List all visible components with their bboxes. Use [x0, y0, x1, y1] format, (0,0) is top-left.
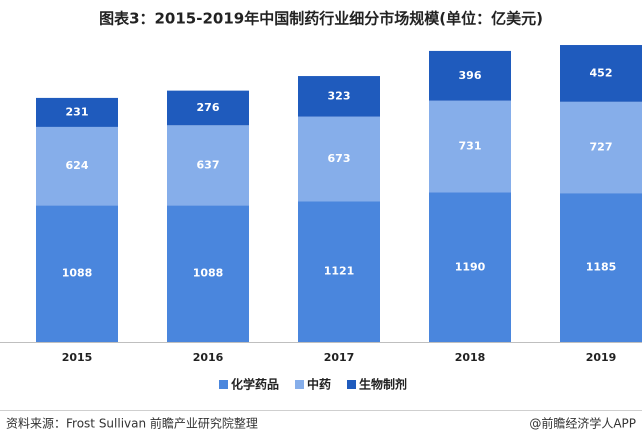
value-label: 1190	[455, 260, 486, 273]
bar-segment	[167, 205, 249, 342]
bar-segment	[429, 192, 511, 342]
bar-segment	[167, 125, 249, 206]
legend-swatch	[219, 380, 228, 389]
bar-segment	[36, 97, 118, 127]
bar-segment	[36, 205, 118, 342]
bar-segment	[429, 100, 511, 193]
bar-segment	[36, 126, 118, 206]
value-label: 1185	[586, 261, 617, 274]
value-label: 1088	[62, 267, 93, 280]
value-label: 452	[590, 66, 613, 79]
value-label: 231	[66, 105, 89, 118]
credit: @前瞻经济学人APP	[529, 416, 636, 431]
x-tick-label: 2016	[193, 351, 224, 364]
x-tick-label: 2018	[455, 351, 486, 364]
bar-segment	[298, 76, 380, 117]
value-label: 673	[328, 152, 351, 165]
value-label: 396	[459, 69, 482, 82]
x-tick-label: 2015	[62, 351, 93, 364]
value-label: 1121	[324, 265, 355, 278]
value-label: 323	[328, 89, 351, 102]
bar-segment	[560, 101, 642, 194]
value-label: 727	[590, 140, 613, 153]
value-label: 731	[459, 140, 482, 153]
bar-segment	[429, 50, 511, 101]
legend-swatch	[295, 380, 304, 389]
bar-segment	[560, 45, 642, 102]
bar-segment	[560, 193, 642, 342]
legend-label: 生物制剂	[359, 377, 407, 392]
source: 资料来源：Frost Sullivan 前瞻产业研究院整理	[6, 416, 258, 431]
value-label: 1088	[193, 267, 224, 280]
bar-segment	[298, 116, 380, 202]
value-label: 276	[197, 101, 220, 114]
bar-segment	[167, 90, 249, 126]
legend-swatch	[347, 380, 356, 389]
value-label: 624	[66, 159, 89, 172]
value-label: 637	[197, 158, 220, 171]
legend-label: 中药	[307, 377, 331, 392]
chart-title: 图表3：2015-2019年中国制药行业细分市场规模(单位：亿美元)	[99, 10, 543, 28]
bar-segment	[298, 201, 380, 342]
x-tick-label: 2019	[586, 351, 617, 364]
x-tick-label: 2017	[324, 351, 355, 364]
legend-label: 化学药品	[231, 377, 279, 392]
